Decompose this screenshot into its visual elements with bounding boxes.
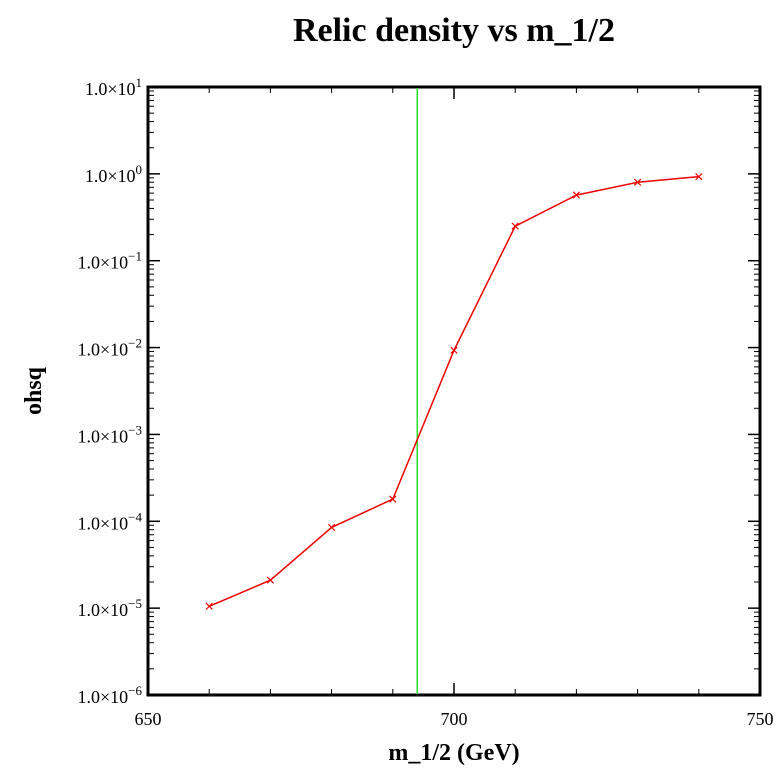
- y-axis-label: ohsq: [21, 366, 47, 415]
- series-line: [208, 175, 699, 607]
- data-point-marker: [327, 523, 336, 532]
- y-tick-label: 1.0×101: [85, 75, 142, 99]
- data-point-marker: [389, 495, 397, 503]
- y-tick-label: 1.0×10−3: [78, 422, 143, 446]
- x-tick-label: 650: [135, 709, 162, 729]
- data-point-marker: [205, 602, 213, 610]
- tick-labels: 650 700 750 1.0×101 1.0×100 1.0×10−1 1.0×10−2 1…: [78, 75, 774, 729]
- data-point-marker: [633, 178, 642, 186]
- data-point-marker: [450, 346, 458, 354]
- data-point-marker: [511, 222, 519, 230]
- x-axis-label: m_1/2 (GeV): [388, 740, 519, 766]
- data-series: [205, 172, 703, 610]
- data-point-marker: [572, 191, 581, 199]
- y-tick-label: 1.0×10−4: [78, 509, 143, 533]
- data-point-marker: [695, 172, 703, 181]
- y-tick-label: 1.0×10−5: [78, 596, 143, 620]
- data-point-marker: [266, 576, 275, 584]
- y-tick-label: 1.0×10−2: [78, 336, 143, 360]
- chart-title: Relic density vs m_1/2: [293, 12, 615, 49]
- x-tick-label: 700: [441, 709, 468, 729]
- plot-frame: [146, 85, 762, 697]
- y-tick-label: 1.0×10−6: [78, 683, 143, 707]
- y-tick-label: 1.0×100: [85, 162, 142, 186]
- x-tick-label: 750: [747, 709, 774, 729]
- tick-marks: [147, 86, 761, 696]
- y-tick-label: 1.0×10−1: [78, 249, 143, 273]
